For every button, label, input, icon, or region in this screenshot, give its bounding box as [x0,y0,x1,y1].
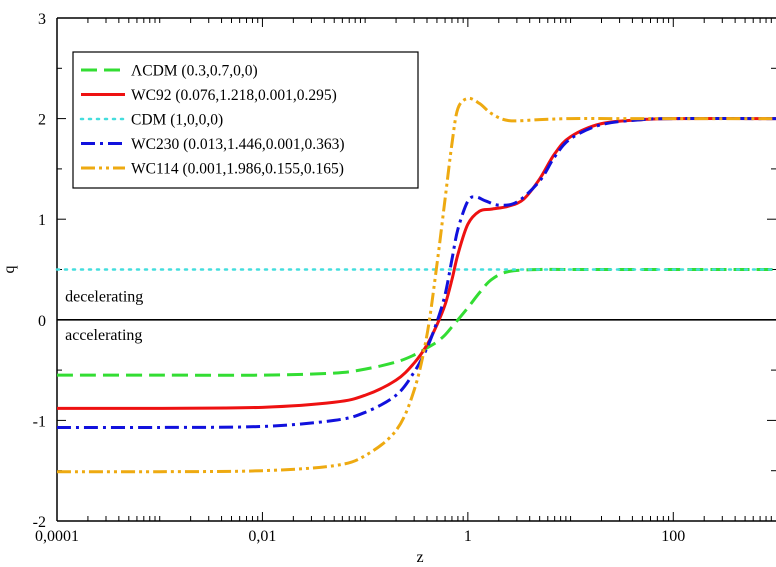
x-axis-label: z [416,549,423,566]
legend-label: WC230 (0.013,1.446,0.001,0.363) [131,136,345,153]
series-lines [55,96,776,474]
y-tick-label: 1 [38,212,46,229]
legend: ΛCDM (0.3,0.7,0,0) WC92 (0.076,1.218,0.00… [72,51,419,189]
annotation-accelerating: accelerating [65,327,142,344]
x-tick-label: 0,01 [248,528,276,545]
y-tick-label: 0 [38,313,46,330]
y-tick-label: 2 [38,112,46,129]
series-line-4 [56,117,776,430]
x-tick-label: 0,0001 [35,528,79,545]
y-tick-label: -1 [33,413,46,430]
legend-label: CDM (1,0,0,0) [131,112,223,129]
series-line-1 [57,267,776,377]
x-tick-label: 100 [661,528,685,545]
legend-label: WC92 (0.076,1.218,0.001,0.295) [131,87,337,104]
annotations: decelerating accelerating [65,289,143,344]
y-tick-label: 3 [38,11,46,28]
legend-label: WC114 (0.001,1.986,0.155,0.165) [131,161,344,178]
annotation-decelerating: decelerating [65,289,143,306]
y-axis-label: q [1,266,18,274]
series-line-2 [56,117,776,410]
legend-box [72,51,419,189]
tick-labels: 0,0001 0,01 1 100 -2 -1 0 1 2 3 [33,11,686,545]
y-tick-label: -2 [33,514,46,531]
legend-label: ΛCDM (0.3,0.7,0,0) [131,63,258,80]
x-tick-label: 1 [464,528,472,545]
